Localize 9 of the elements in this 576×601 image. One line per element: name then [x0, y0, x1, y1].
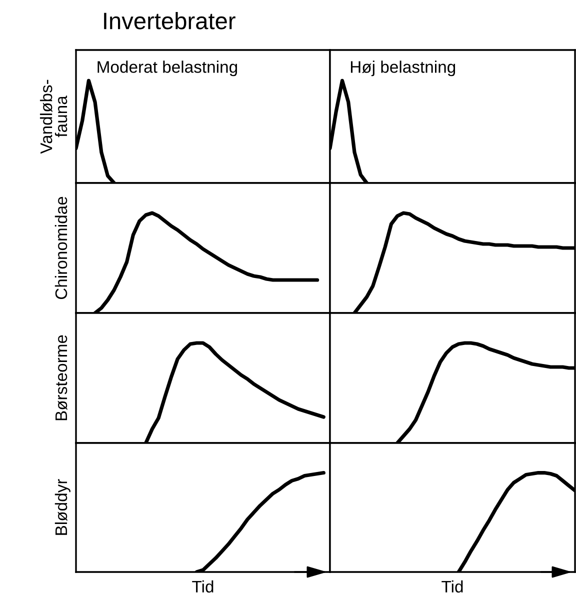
x-axis-title: Tid — [192, 580, 214, 593]
y-axis-title: Chironomidae — [54, 196, 68, 300]
chart-title: Invertebrater — [104, 12, 236, 30]
chart-subtitle: Moderat belastning — [98, 60, 237, 76]
x-axis-title: Tid — [442, 580, 463, 593]
y-axis-title: Bløddyr — [54, 479, 70, 535]
chart-subtitle: Høj belastning — [350, 60, 456, 76]
y-axis-title: Børsteorme — [56, 335, 68, 420]
y-axis-title: Vandløbs- fauna — [40, 80, 68, 154]
